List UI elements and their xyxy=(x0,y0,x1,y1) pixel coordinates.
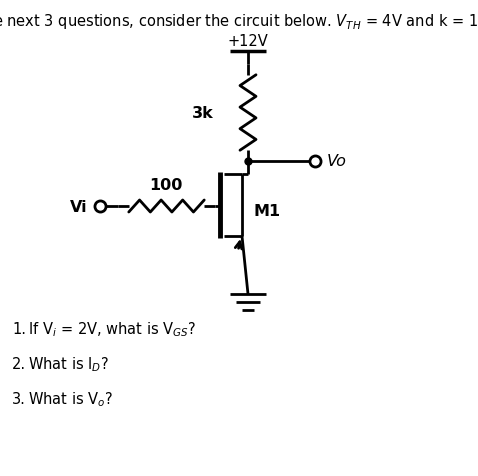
Text: 1.: 1. xyxy=(12,322,26,337)
Text: What is V$_o$?: What is V$_o$? xyxy=(28,390,113,408)
Text: Vi: Vi xyxy=(70,199,88,214)
Text: For the next 3 questions, consider the circuit below. $V_{TH}$ = 4V and k = 1 mA: For the next 3 questions, consider the c… xyxy=(0,10,478,31)
Text: 2.: 2. xyxy=(12,357,26,372)
Text: Vo: Vo xyxy=(327,154,347,169)
Text: +12V: +12V xyxy=(228,34,268,49)
Text: 3k: 3k xyxy=(192,105,214,120)
Text: 3.: 3. xyxy=(12,392,26,407)
Text: What is I$_D$?: What is I$_D$? xyxy=(28,355,109,374)
Text: 100: 100 xyxy=(149,177,183,192)
Text: M1: M1 xyxy=(254,203,281,218)
Text: If V$_i$ = 2V, what is V$_{GS}$?: If V$_i$ = 2V, what is V$_{GS}$? xyxy=(28,320,196,338)
